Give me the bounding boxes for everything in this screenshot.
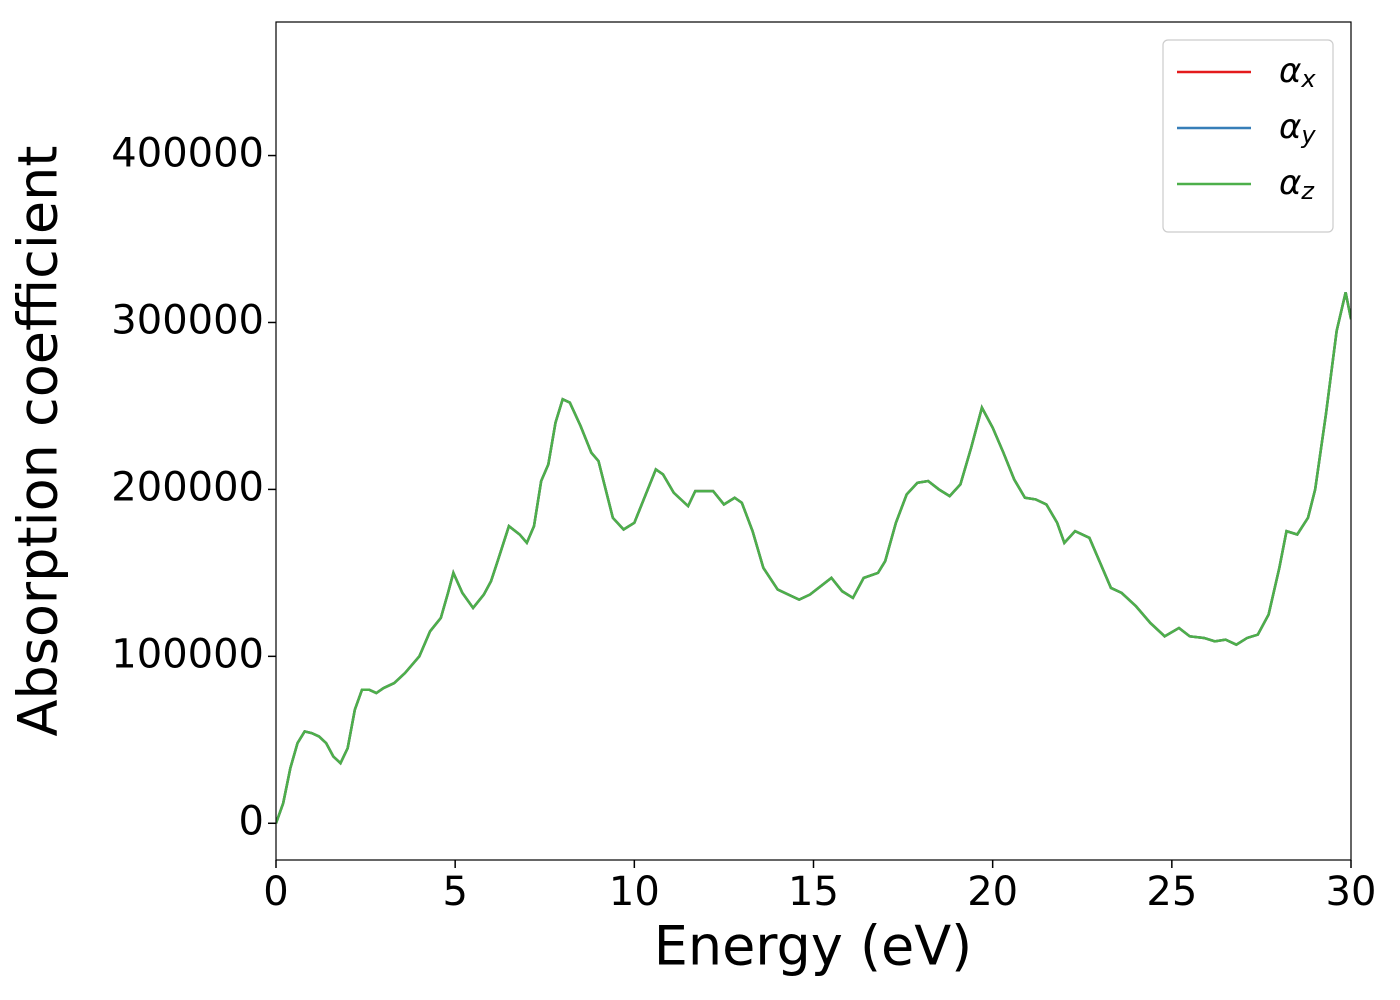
y-axis-label: Absorption coefficient (7, 146, 70, 737)
y-tick-label: 300000 (111, 297, 264, 343)
x-tick-label: 20 (967, 869, 1018, 915)
x-tick-label: 15 (788, 869, 839, 915)
x-tick-label: 0 (263, 869, 288, 915)
x-axis-label: Energy (eV) (654, 915, 973, 978)
y-tick-label: 200000 (111, 464, 264, 510)
x-tick-label: 30 (1326, 869, 1377, 915)
y-tick-label: 0 (239, 798, 264, 844)
legend-label: αz (1279, 163, 1315, 206)
legend-label: αy (1279, 107, 1316, 150)
x-tick-label: 5 (442, 869, 467, 915)
legend-label: αx (1279, 51, 1316, 94)
x-tick-label: 10 (609, 869, 660, 915)
series-line (276, 292, 1351, 824)
y-tick-label: 100000 (111, 631, 264, 677)
series-line (276, 292, 1351, 824)
plot-frame (275, 21, 1352, 861)
y-tick-label: 400000 (111, 131, 264, 177)
series-line (276, 292, 1351, 824)
x-tick-label: 25 (1146, 869, 1197, 915)
